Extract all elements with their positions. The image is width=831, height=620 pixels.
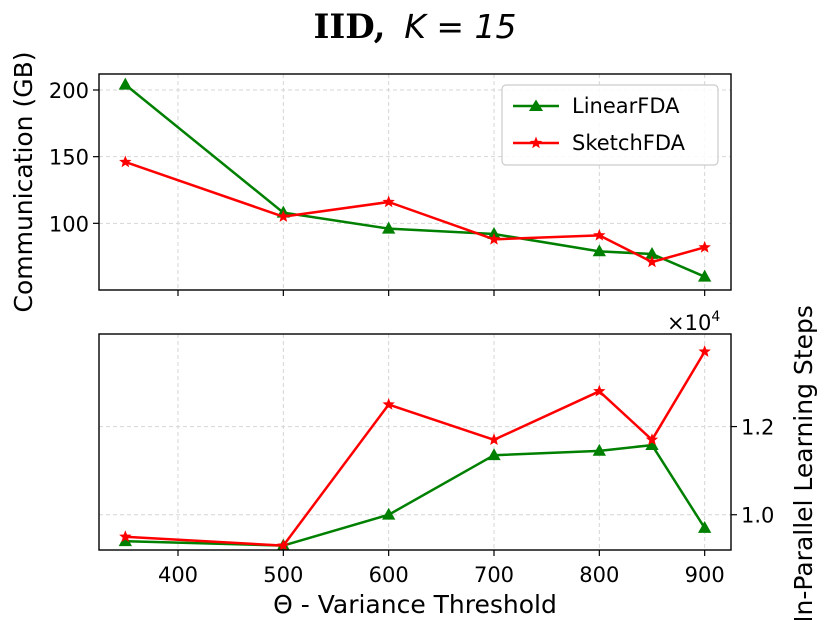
top-point-sketchfda-800	[593, 228, 606, 241]
legend-label-linearfda: LinearFDA	[572, 94, 680, 118]
legend-marker-linearfda	[529, 99, 543, 111]
top-y-tick-label-150: 150	[49, 146, 89, 170]
x-tick-label-900: 900	[685, 563, 725, 587]
bottom-point-sketchfda-500	[277, 539, 290, 551]
top-y-tick-label-200: 200	[49, 79, 89, 103]
top-point-sketchfda-500	[277, 210, 290, 222]
bottom-point-sketchfda-900	[698, 345, 711, 357]
top-y-tick-label-100: 100	[49, 212, 89, 236]
bottom-point-linearfda-800	[592, 443, 606, 456]
bottom-point-sketchfda-700	[487, 433, 501, 446]
bottom-series-line-linearfda	[125, 443, 706, 547]
x-tick-label-700: 700	[474, 563, 514, 587]
bottom-point-sketchfda-800	[593, 384, 606, 397]
legend-marker-sketchfda	[529, 136, 543, 149]
bottom-y-axis-label: In-Parallel Learning Steps	[789, 305, 818, 620]
x-tick-label-500: 500	[263, 563, 303, 587]
bottom-scale-label: ×104	[667, 309, 720, 335]
x-tick-label-800: 800	[579, 563, 619, 587]
bottom-point-sketchfda-850	[645, 433, 659, 446]
top-point-sketchfda-900	[698, 240, 711, 253]
x-axis-label: Θ - Variance Threshold	[273, 590, 557, 619]
top-panel-ticks: 100 150 200	[49, 79, 706, 296]
title-math: K = 15	[404, 7, 516, 46]
bottom-point-linearfda-700	[487, 448, 501, 461]
top-point-sketchfda-850	[645, 255, 659, 268]
top-point-linearfda-800	[592, 244, 606, 257]
top-point-sketchfda-600	[382, 195, 395, 208]
top-series-line-sketchfda	[124, 160, 706, 264]
bottom-point-sketchfda-350	[119, 530, 132, 543]
top-point-sketchfda-350	[119, 155, 132, 168]
title-prefix: IID,	[314, 7, 386, 47]
legend: LinearFDA SketchFDA	[501, 84, 719, 166]
legend-star-shape	[529, 136, 543, 149]
top-panel-frame	[98, 73, 732, 291]
bottom-panel-series	[118, 345, 712, 551]
bottom-point-linearfda-850	[645, 438, 659, 450]
chart-title: IID, K = 15	[314, 7, 517, 47]
top-panel-grid	[99, 74, 731, 290]
x-tick-label-600: 600	[369, 563, 409, 587]
bottom-y-tick-label-12000: 1.2	[741, 416, 774, 440]
bottom-point-linearfda-350	[118, 534, 132, 547]
bottom-y-tick-label-10000: 1.0	[741, 504, 774, 528]
bottom-point-sketchfda-600	[382, 398, 395, 410]
x-tick-label-400: 400	[158, 563, 198, 587]
bottom-point-linearfda-600	[382, 507, 396, 520]
bottom-panel-grid	[99, 334, 731, 550]
bottom-panel-ticks: 400 500 600 700 800 900 1.0 1.2	[158, 416, 774, 587]
bottom-point-linearfda-900	[698, 520, 712, 533]
top-point-linearfda-850	[645, 247, 659, 259]
top-point-linearfda-900	[698, 269, 712, 282]
top-y-axis-label: Communication (GB)	[9, 51, 38, 312]
top-point-linearfda-350	[118, 77, 132, 90]
top-point-sketchfda-700	[487, 232, 501, 245]
top-panel-series	[118, 77, 712, 282]
top-point-linearfda-600	[382, 221, 396, 234]
legend-label-sketchfda: SketchFDA	[572, 131, 686, 155]
bottom-panel-frame	[98, 333, 732, 551]
